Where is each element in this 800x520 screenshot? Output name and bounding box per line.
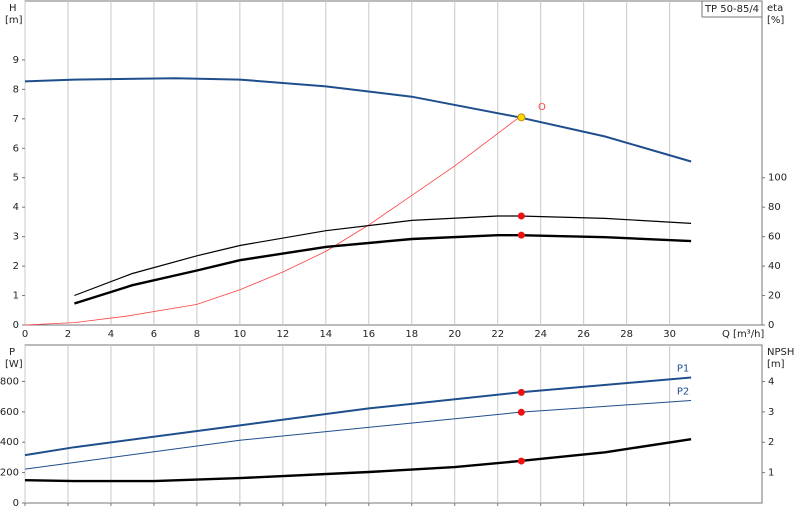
curve [24, 438, 692, 483]
duty-point [517, 231, 525, 239]
y-axis-unit: [W] [5, 359, 23, 370]
y-tick-label: 8 [13, 84, 19, 95]
y-tick-label: 200 [0, 468, 19, 479]
y-tick-label: 4 [13, 202, 19, 213]
x-tick-label: 18 [405, 329, 418, 340]
y-tick-label: 0 [13, 320, 19, 331]
series-label: P1 [677, 364, 689, 375]
annotation: O [538, 102, 546, 113]
y-tick-label: 3 [13, 232, 19, 243]
y-axis-unit: [m] [5, 15, 23, 26]
y-tick-label: 2 [13, 261, 19, 272]
duty-point [517, 457, 525, 465]
y-axis-label: H [9, 3, 17, 14]
y2-axis-label: eta [767, 3, 783, 14]
y2-axis-unit: [%] [767, 15, 784, 26]
x-tick-label: 20 [448, 329, 461, 340]
chart-title: TP 50-85/4 [704, 4, 759, 15]
y-tick-label: 1 [13, 291, 19, 302]
y-tick-label: 400 [0, 437, 19, 448]
y2-tick-label: 4 [768, 376, 774, 387]
x-tick-label: 16 [362, 329, 375, 340]
y2-tick-label: 80 [768, 202, 781, 213]
duty-point [517, 408, 525, 416]
series-label: P2 [677, 386, 689, 397]
curve [74, 234, 692, 305]
curve [24, 116, 520, 326]
y2-axis-label: NPSH [767, 347, 794, 358]
y2-tick-label: 2 [768, 437, 774, 448]
y-tick-label: 6 [13, 143, 19, 154]
x-tick-label: 12 [276, 329, 289, 340]
curve [24, 376, 692, 457]
y2-tick-label: 0 [768, 320, 774, 331]
x-tick-label: 2 [65, 329, 71, 340]
y2-tick-label: 20 [768, 291, 781, 302]
y-axis-label: P [9, 347, 15, 358]
duty-point [517, 113, 526, 122]
plot-frame [24, 344, 763, 504]
y-tick-label: 0 [13, 498, 19, 509]
x-tick-label: 24 [534, 329, 547, 340]
x-axis-label: Q [m³/h] [722, 329, 764, 340]
x-tick-label: 14 [319, 329, 332, 340]
x-tick-label: 30 [663, 329, 676, 340]
curve [24, 77, 692, 163]
y-tick-label: 7 [13, 114, 19, 125]
y-tick-label: 5 [13, 173, 19, 184]
x-tick-label: 6 [151, 329, 157, 340]
x-tick-label: 26 [577, 329, 590, 340]
duty-point [517, 212, 525, 220]
y2-tick-label: 100 [768, 173, 787, 184]
duty-point [517, 388, 525, 396]
x-tick-label: 22 [491, 329, 504, 340]
x-tick-label: 10 [234, 329, 247, 340]
x-tick-label: 8 [194, 329, 200, 340]
plot-frame [24, 0, 763, 326]
x-tick-label: 28 [620, 329, 633, 340]
y-tick-label: 9 [13, 55, 19, 66]
title-box: TP 50-85/4 [701, 0, 763, 18]
curve [24, 400, 692, 470]
x-tick-label: 0 [22, 329, 28, 340]
curve [74, 215, 692, 297]
y2-tick-label: 1 [768, 468, 774, 479]
y2-axis-unit: [m] [767, 359, 785, 370]
y-tick-label: 800 [0, 376, 19, 387]
y2-tick-label: 3 [768, 407, 774, 418]
y2-tick-label: 60 [768, 232, 781, 243]
y2-tick-label: 40 [768, 261, 781, 272]
y-tick-label: 600 [0, 407, 19, 418]
title-frame [701, 0, 763, 18]
x-tick-label: 4 [108, 329, 114, 340]
